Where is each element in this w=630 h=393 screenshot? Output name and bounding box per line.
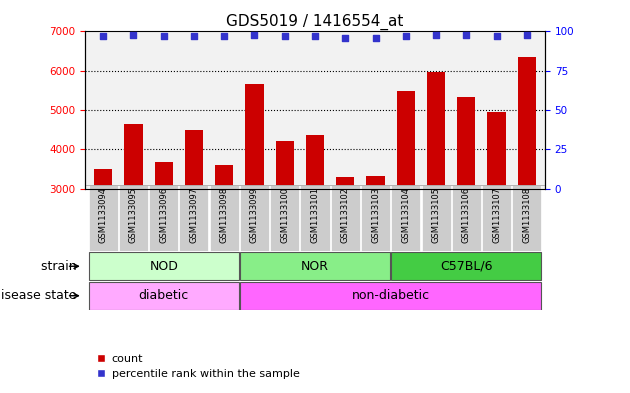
Point [431,31,441,38]
Point [189,33,199,39]
Point [219,33,229,39]
FancyBboxPatch shape [149,185,178,251]
Text: GSM1133096: GSM1133096 [159,187,168,243]
FancyBboxPatch shape [210,185,239,251]
Text: GSM1133099: GSM1133099 [250,187,259,243]
Bar [427,72,445,189]
Point [310,33,320,39]
Title: GDS5019 / 1416554_at: GDS5019 / 1416554_at [226,14,404,30]
Text: GSM1133106: GSM1133106 [462,187,471,243]
Text: GSM1133097: GSM1133097 [190,187,198,243]
Text: GSM1133095: GSM1133095 [129,187,138,243]
Text: non-diabetic: non-diabetic [352,289,430,302]
Text: GSM1133094: GSM1133094 [99,187,108,243]
Text: NOR: NOR [301,260,329,273]
Point [461,31,471,38]
Point [159,33,169,39]
Bar [94,169,112,189]
FancyBboxPatch shape [421,185,450,251]
Point [249,31,260,38]
FancyBboxPatch shape [270,185,299,251]
Bar [518,57,536,189]
Text: C57BL/6: C57BL/6 [440,260,493,273]
Text: GSM1133100: GSM1133100 [280,187,289,243]
Text: GSM1133108: GSM1133108 [522,187,531,243]
Bar [185,130,203,189]
Point [522,31,532,38]
FancyBboxPatch shape [89,185,118,251]
FancyBboxPatch shape [240,185,269,251]
Text: disease state: disease state [0,289,81,302]
Point [340,35,350,41]
Point [370,35,381,41]
Bar [124,124,142,189]
Text: GSM1133102: GSM1133102 [341,187,350,243]
Bar [397,91,415,189]
Bar [246,84,263,189]
Text: GSM1133107: GSM1133107 [492,187,501,243]
FancyBboxPatch shape [331,185,360,251]
Bar [306,135,324,189]
Point [280,33,290,39]
FancyBboxPatch shape [452,185,481,251]
FancyBboxPatch shape [89,281,239,310]
FancyBboxPatch shape [301,185,329,251]
Bar [488,112,506,189]
FancyBboxPatch shape [89,252,239,281]
FancyBboxPatch shape [119,185,148,251]
Text: GSM1133101: GSM1133101 [311,187,319,243]
Bar [457,97,476,189]
Bar [154,162,173,189]
FancyBboxPatch shape [391,185,420,251]
Text: GSM1133105: GSM1133105 [432,187,440,243]
FancyBboxPatch shape [240,252,390,281]
Point [491,33,501,39]
FancyBboxPatch shape [361,185,390,251]
FancyBboxPatch shape [512,185,541,251]
Text: GSM1133104: GSM1133104 [401,187,410,243]
Point [401,33,411,39]
Bar [336,177,354,189]
Bar [367,176,384,189]
Point [98,33,108,39]
FancyBboxPatch shape [240,281,541,310]
Legend: count, percentile rank within the sample: count, percentile rank within the sample [91,349,304,384]
Text: NOD: NOD [149,260,178,273]
FancyBboxPatch shape [180,185,209,251]
Text: GSM1133103: GSM1133103 [371,187,380,243]
Point [129,31,139,38]
Text: GSM1133098: GSM1133098 [220,187,229,243]
Text: strain: strain [41,260,81,273]
Text: diabetic: diabetic [139,289,189,302]
Bar [276,141,294,189]
FancyBboxPatch shape [391,252,541,281]
FancyBboxPatch shape [482,185,511,251]
Bar [215,165,233,189]
